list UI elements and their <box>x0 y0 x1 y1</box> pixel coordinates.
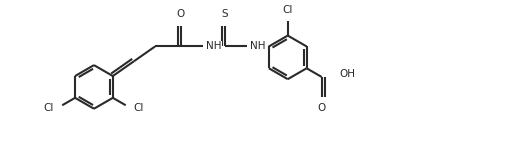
Text: Cl: Cl <box>43 103 53 113</box>
Text: S: S <box>221 9 228 19</box>
Text: O: O <box>317 103 326 113</box>
Text: Cl: Cl <box>133 103 143 113</box>
Text: NH: NH <box>206 41 221 52</box>
Text: Cl: Cl <box>283 5 293 15</box>
Text: NH: NH <box>250 41 265 52</box>
Text: OH: OH <box>339 70 355 79</box>
Text: O: O <box>177 9 185 19</box>
